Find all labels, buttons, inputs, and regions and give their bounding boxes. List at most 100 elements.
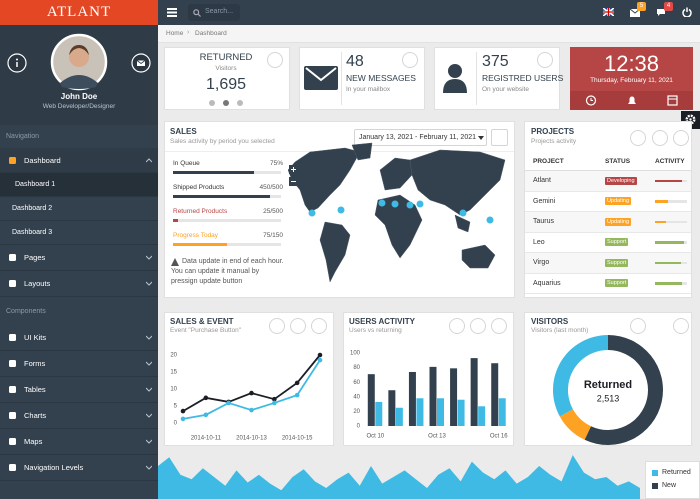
chevron-shape	[146, 413, 152, 418]
breadcrumb-item[interactable]: Home	[166, 30, 184, 37]
status-chip: Support	[605, 238, 629, 246]
gear-icon	[685, 114, 696, 125]
point	[203, 395, 209, 401]
x-tick-label: Oct 10	[366, 434, 384, 440]
status-chip: Updating	[605, 217, 632, 226]
icon-shape	[9, 386, 16, 393]
progress-bar	[173, 171, 254, 174]
envelope-icon	[304, 66, 338, 90]
activity-bar	[655, 241, 684, 244]
progress-row: In Queue 75%	[173, 160, 283, 184]
nav-label: UI Kits	[24, 333, 47, 342]
close-button[interactable]	[402, 52, 418, 68]
refresh-button[interactable]	[470, 318, 486, 334]
nav-label: Dashboard	[24, 156, 61, 165]
profile-role: Web Developer/Designer	[42, 103, 116, 110]
legend: Returned New	[645, 461, 700, 499]
avatar[interactable]	[50, 33, 108, 91]
settings-button[interactable]	[673, 130, 689, 146]
progress-track	[173, 219, 281, 222]
nav-subitem[interactable]: Dashboard 3	[0, 221, 158, 245]
progress-list: In Queue 75% Shipped Products 450/500 Return…	[173, 160, 283, 256]
nav-icon	[9, 464, 16, 471]
expand-button[interactable]	[269, 318, 285, 334]
point	[226, 400, 231, 406]
widget-title: RETURNED	[199, 52, 253, 63]
status-chip: Developing	[605, 176, 637, 185]
legend-label: New	[662, 482, 677, 489]
chevron	[146, 335, 152, 340]
user-icon	[443, 64, 467, 93]
search-box[interactable]	[188, 4, 240, 21]
close-button[interactable]	[537, 52, 553, 68]
settings-button[interactable]	[630, 318, 646, 334]
icon-shape	[9, 438, 16, 445]
icon-shape	[9, 334, 16, 341]
expand-button[interactable]	[449, 318, 465, 334]
settings-button[interactable]	[311, 318, 327, 334]
close-button[interactable]	[673, 318, 689, 334]
status-chip: Support	[605, 279, 629, 287]
nav-icon	[9, 386, 16, 393]
y-tick-label: 10	[170, 387, 177, 393]
close-button[interactable]	[267, 52, 283, 68]
activity-track	[655, 200, 687, 203]
world-map	[288, 142, 506, 283]
nav-item[interactable]: UI Kits	[0, 325, 158, 351]
flag[interactable]	[603, 8, 614, 16]
nav-subitem[interactable]: Dashboard 2	[0, 197, 158, 221]
nav-icon	[9, 412, 16, 419]
mail-button[interactable]	[131, 53, 151, 73]
table-row: Virgo Support	[525, 253, 691, 274]
refresh-button[interactable]	[652, 130, 668, 146]
breadcrumb-bar	[158, 25, 700, 43]
nav-icon	[9, 280, 16, 287]
bar	[429, 366, 437, 426]
donut-chart: Returned 2,513	[553, 335, 663, 445]
date-range-button[interactable]	[354, 129, 487, 146]
progress-label: In Queue	[173, 160, 200, 167]
donut-segment	[553, 335, 608, 417]
nav-item[interactable]: Charts	[0, 403, 158, 429]
carousel-dots[interactable]	[206, 99, 246, 107]
nav-item[interactable]: Dashboard	[0, 148, 158, 173]
bar	[450, 368, 458, 426]
power-icon[interactable]	[682, 7, 692, 17]
column-header: STATUS	[605, 158, 631, 165]
y-tick-label: 80	[353, 365, 360, 371]
icon-shape	[9, 360, 16, 367]
settings-button[interactable]	[491, 318, 507, 334]
nav-label: Maps	[24, 437, 43, 446]
icon-shape	[9, 280, 16, 287]
nav-icon	[9, 254, 16, 261]
brand[interactable]: ATLANT	[0, 0, 158, 25]
nav-item[interactable]: Maps	[0, 429, 158, 455]
icon-shape	[9, 254, 16, 261]
expand-button[interactable]	[491, 129, 508, 146]
refresh-button[interactable]	[290, 318, 306, 334]
nav-item[interactable]: Navigation Levels	[0, 455, 158, 481]
y-tick-label: 20	[353, 409, 360, 415]
nav-item[interactable]: Pages	[0, 245, 158, 271]
nav-item[interactable]: Forms	[0, 351, 158, 377]
breadcrumb-item[interactable]: Dashboard	[195, 30, 227, 37]
y-tick-label: 5	[174, 404, 178, 410]
chat-icon[interactable]	[656, 8, 666, 17]
nav-label: Pages	[24, 253, 46, 262]
nav-item[interactable]: Tables	[0, 377, 158, 403]
info-button[interactable]	[7, 53, 27, 73]
expand-button[interactable]	[630, 130, 646, 146]
area	[158, 455, 640, 499]
project-name: Gemini	[533, 197, 556, 205]
icon-shape	[9, 464, 16, 471]
y-tick-label: 20	[170, 353, 177, 359]
progress-label: Progress Today	[173, 232, 219, 239]
menu-toggle[interactable]	[167, 8, 177, 17]
chevron	[146, 465, 152, 470]
chevron	[146, 281, 152, 286]
nav-item[interactable]: Layouts	[0, 271, 158, 297]
bar-chart: 0 20 40 60 80 100 Oct 10 Oct 13 Oct 16	[350, 351, 508, 440]
bar	[491, 363, 499, 426]
nav-subitem[interactable]: Dashboard 1	[0, 173, 158, 197]
